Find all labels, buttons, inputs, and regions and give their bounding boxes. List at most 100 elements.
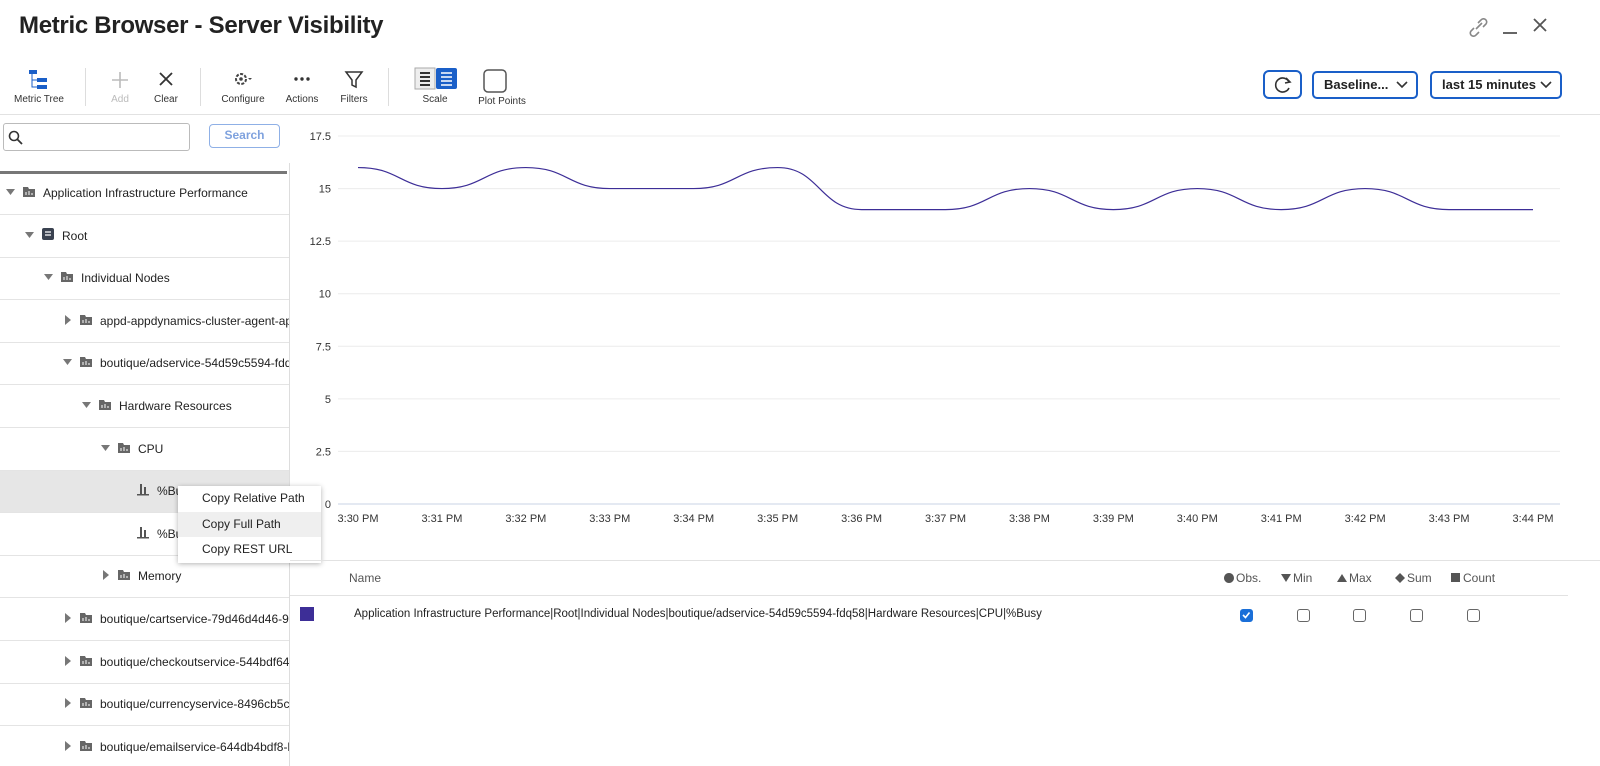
x-tick-label: 3:35 PM <box>757 513 798 525</box>
scale-icon[interactable] <box>414 67 460 91</box>
time-range-dropdown[interactable]: last 15 minutes <box>1430 71 1562 99</box>
tree-icons <box>65 655 92 666</box>
x-tick-label: 3:38 PM <box>1009 513 1050 525</box>
tree-row[interactable]: appd-appdynamics-cluster-agent-app <box>0 301 289 343</box>
divider <box>85 68 86 106</box>
tree-icons <box>137 526 149 539</box>
tree-row[interactable]: Root <box>0 216 289 258</box>
tree-row[interactable]: CPU <box>0 429 289 471</box>
menu-item[interactable]: Copy Relative Path <box>202 491 305 505</box>
checkbox[interactable] <box>1353 609 1366 622</box>
tree-label: boutique/emailservice-644db4bdf8-lc <box>100 739 289 754</box>
tree-row[interactable]: boutique/emailservice-644db4bdf8-lc <box>0 727 289 766</box>
chevron <box>1540 81 1552 89</box>
tree-icons <box>103 570 130 581</box>
metric-tree-icon[interactable] <box>27 68 51 92</box>
folder-icon <box>82 318 90 323</box>
folder-icon <box>120 574 128 579</box>
toolbar-label[interactable]: Configure <box>221 94 265 105</box>
symbol <box>1395 573 1405 583</box>
y-tick-label: 17.5 <box>310 131 331 143</box>
tree-row[interactable]: Application Infrastructure Performance <box>0 173 289 215</box>
folder-icon <box>120 446 128 451</box>
checkmark <box>1242 612 1251 619</box>
folder-icon <box>101 404 109 408</box>
tree-label: CPU <box>138 441 164 456</box>
checkbox[interactable] <box>1467 609 1480 622</box>
symbol <box>1337 574 1347 582</box>
y-tick-label: 0 <box>325 499 331 511</box>
x-tick-label: 3:37 PM <box>925 513 966 525</box>
x-tick-label: 3:32 PM <box>505 513 546 525</box>
column-header: Count <box>1463 571 1496 585</box>
x-tick-label: 3:42 PM <box>1345 513 1386 525</box>
column-header: Obs. <box>1236 571 1262 585</box>
toolbar-label[interactable]: Clear <box>154 94 178 105</box>
toolbar-label[interactable]: Actions <box>285 94 319 105</box>
tree-row[interactable]: Memory <box>0 556 289 599</box>
tree-row[interactable]: boutique/checkoutservice-544bdf649 <box>0 642 289 684</box>
window-controls[interactable] <box>1468 14 1558 38</box>
symbol <box>1224 573 1234 583</box>
checkbox[interactable] <box>1297 609 1310 622</box>
y-tick-label: 5 <box>325 394 331 406</box>
checkbox[interactable] <box>1410 609 1423 622</box>
expand-arrow <box>44 274 53 281</box>
menu-item[interactable]: Copy REST URL <box>202 542 293 556</box>
metric-icon <box>137 536 149 539</box>
baseline-dropdown[interactable]: Baseline... <box>1312 71 1418 99</box>
collapse-arrow <box>65 314 71 325</box>
tree-icons <box>65 740 92 751</box>
actions-icon[interactable] <box>290 68 314 92</box>
x-tick-label: 3:30 PM <box>338 513 379 525</box>
tree-icons <box>63 357 92 368</box>
toolbar-label[interactable]: Scale <box>422 94 448 105</box>
refresh-button[interactable] <box>1263 70 1303 100</box>
expand-arrow <box>63 359 72 366</box>
checkbox[interactable] <box>1240 609 1253 622</box>
folder-icon <box>82 744 90 749</box>
time-range-label: last 15 minutes <box>1442 77 1536 92</box>
baseline-label: Baseline... <box>1324 77 1389 92</box>
tree-label: Hardware Resources <box>119 399 232 413</box>
collapse-arrow <box>103 570 109 581</box>
search-button[interactable]: Search <box>209 124 280 148</box>
column-header: Max <box>1349 571 1372 585</box>
collapse-arrow <box>65 655 71 666</box>
toolbar-label[interactable]: Filters <box>340 94 368 105</box>
x-tick-label: 3:39 PM <box>1093 513 1134 525</box>
clear-icon[interactable] <box>154 68 178 92</box>
collapse-arrow <box>65 613 71 623</box>
tree-row[interactable]: boutique/cartservice-79d46d4d46-9b <box>0 599 289 641</box>
tree-icons <box>101 442 130 453</box>
expand-arrow <box>82 402 91 408</box>
toolbar-label[interactable]: Plot Points <box>478 96 526 107</box>
y-tick-label: 15 <box>319 184 331 196</box>
toolbar-label[interactable]: Add <box>111 94 129 105</box>
column-symbol <box>1224 573 1234 583</box>
tree-icons <box>137 484 149 496</box>
tree-icons <box>82 400 111 410</box>
toolbar-label[interactable]: Metric Tree <box>13 94 64 105</box>
x-tick-label: 3:43 PM <box>1429 513 1470 525</box>
tree-row[interactable]: Individual Nodes <box>0 258 289 301</box>
x-tick-label: 3:34 PM <box>673 513 714 525</box>
expand-arrow <box>25 231 34 238</box>
tree-row[interactable]: boutique/currencyservice-8496cb5c7 <box>0 684 289 727</box>
search-input[interactable] <box>3 123 190 151</box>
divider <box>289 163 290 766</box>
add-icon[interactable] <box>108 68 132 92</box>
page-title: Metric Browser - Server Visibility <box>19 12 384 39</box>
tree-row[interactable]: boutique/adservice-54d59c5594-fdq58 <box>0 343 289 386</box>
tree-row[interactable]: Hardware Resources <box>0 386 289 428</box>
y-tick-label: 7.5 <box>316 341 331 353</box>
configure-icon[interactable] <box>231 68 255 92</box>
plot-points-checkbox[interactable] <box>482 68 508 94</box>
tree-label: Root <box>62 228 88 243</box>
menu-item[interactable]: Copy Full Path <box>178 511 321 537</box>
symbol <box>1281 574 1291 582</box>
filters-icon[interactable] <box>342 68 366 92</box>
metric-tree: Application Infrastructure Performance Ro… <box>0 163 289 766</box>
metric-icon <box>137 494 149 496</box>
